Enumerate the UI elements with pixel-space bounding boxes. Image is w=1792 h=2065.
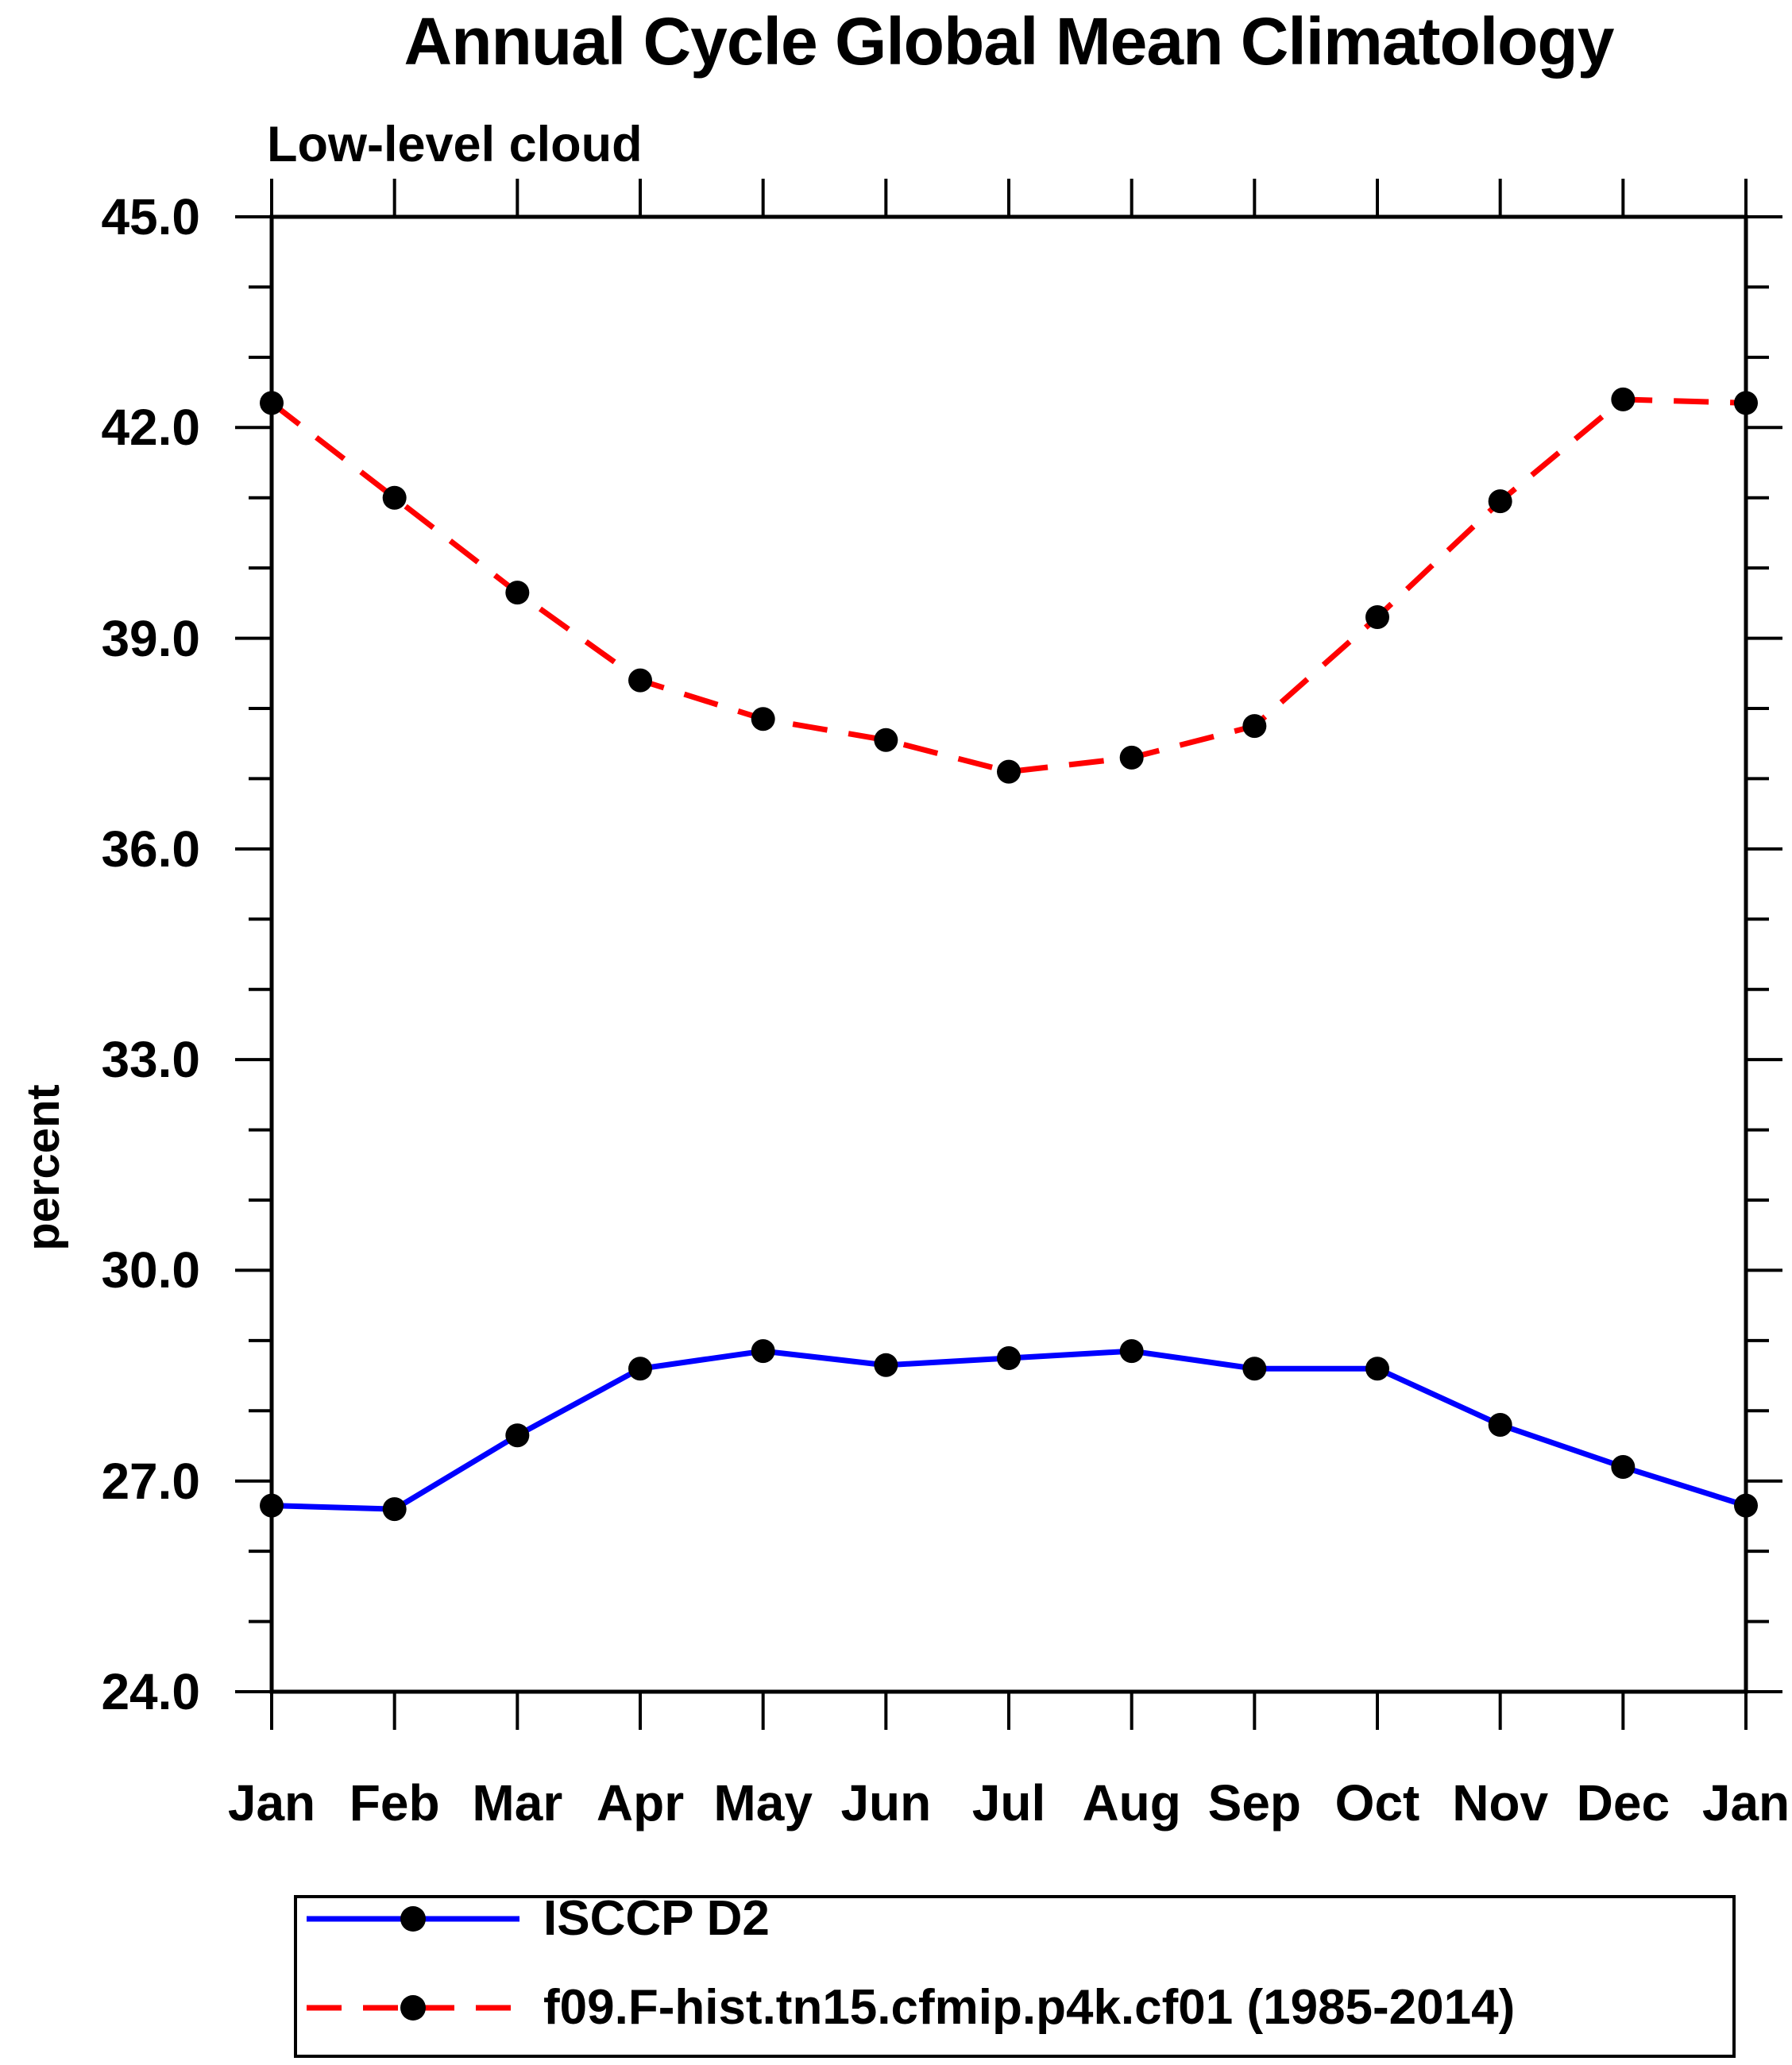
plot-frame: [269, 214, 1748, 1694]
data-point-marker: [260, 1493, 284, 1518]
y-tick-label: 42.0: [101, 399, 200, 457]
data-point-marker: [382, 1497, 407, 1522]
data-point-marker: [1488, 1412, 1512, 1437]
data-point-marker: [1734, 391, 1758, 415]
x-tick-label: Aug: [1082, 1774, 1181, 1831]
y-tick-label: 36.0: [101, 820, 200, 878]
y-tick-label: 30.0: [101, 1241, 200, 1299]
data-point-marker: [1734, 1493, 1758, 1518]
data-point-marker: [997, 1345, 1021, 1370]
x-tick-label: Oct: [1334, 1774, 1420, 1831]
data-point-marker: [1488, 489, 1512, 514]
legend-marker-dot: [400, 1995, 426, 2021]
data-point-marker: [505, 1423, 530, 1448]
data-point-marker: [382, 485, 407, 510]
chart-title: Annual Cycle Global Mean Climatology: [404, 4, 1615, 79]
y-tick-label: 45.0: [101, 188, 200, 245]
y-tick-label: 39.0: [101, 609, 200, 667]
data-point-marker: [1119, 1339, 1144, 1364]
data-point-marker: [1611, 1455, 1636, 1480]
legend-item-model: f09.F-hist.tn15.cfmip.p4k.cf01 (1985-201…: [307, 1980, 1516, 2035]
data-point-marker: [505, 581, 530, 605]
data-point-marker: [1365, 605, 1389, 630]
x-tick-label: Feb: [349, 1774, 440, 1831]
data-point-marker: [628, 668, 652, 693]
chart-subtitle: Low-level cloud: [267, 117, 643, 172]
data-point-marker: [751, 707, 775, 731]
y-tick-label: 33.0: [101, 1031, 200, 1089]
legend: ISCCP D2 f09.F-hist.tn15.cfmip.p4k.cf01 …: [294, 1891, 1736, 2058]
data-point-marker: [628, 1357, 652, 1381]
legend-swatch-model-line: [307, 1995, 519, 2021]
legend-swatch-isccp-line: [307, 1906, 519, 1932]
x-tick-label: Apr: [596, 1774, 685, 1831]
x-tick-label: Nov: [1452, 1774, 1549, 1831]
x-tick-label: May: [713, 1774, 813, 1831]
y-tick-label: 24.0: [101, 1663, 200, 1720]
data-point-marker: [874, 728, 898, 752]
legend-label-isccp: ISCCP D2: [543, 1891, 770, 1946]
data-point-marker: [1242, 1357, 1267, 1381]
legend-item-isccp: ISCCP D2: [307, 1891, 770, 1946]
x-tick-label: Jan: [1701, 1774, 1790, 1831]
data-point-marker: [260, 391, 284, 415]
x-tick-label: Jun: [840, 1774, 932, 1831]
x-tick-label: Jan: [227, 1774, 316, 1831]
data-point-marker: [1611, 387, 1636, 411]
x-tick-label: Mar: [472, 1774, 563, 1831]
series-line-1: [269, 396, 1747, 775]
series-line-0: [271, 1348, 1748, 1512]
data-point-marker: [997, 759, 1021, 784]
data-point-marker: [1119, 745, 1144, 770]
data-point-marker: [751, 1339, 775, 1364]
legend-marker-dot: [400, 1906, 426, 1932]
legend-label-model: f09.F-hist.tn15.cfmip.p4k.cf01 (1985-201…: [543, 1980, 1516, 2035]
x-tick-label: Sep: [1207, 1774, 1302, 1831]
data-point-marker: [1365, 1357, 1389, 1381]
x-tick-label: Dec: [1576, 1774, 1670, 1831]
data-point-marker: [874, 1353, 898, 1377]
y-tick-label: 27.0: [101, 1452, 200, 1510]
data-point-marker: [1242, 714, 1267, 739]
x-tick-label: Jul: [971, 1774, 1046, 1831]
